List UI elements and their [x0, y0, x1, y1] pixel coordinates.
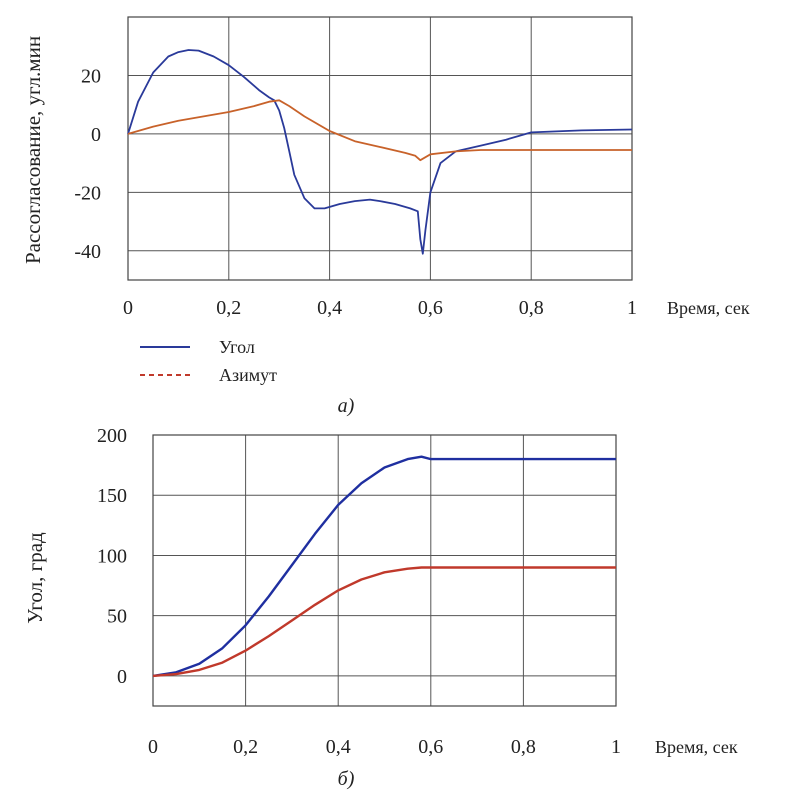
chart-a-lines	[127, 49, 633, 255]
a-y-tick-label: 0	[91, 124, 101, 146]
b-y-tick-label: 50	[107, 606, 127, 628]
b-x-tick-label: 1	[611, 736, 621, 758]
a-y-tick-label: 20	[81, 65, 101, 87]
chart-a-caption: а)	[338, 395, 355, 417]
a-x-tick-label: 1	[627, 297, 637, 319]
chart-b-grid	[152, 434, 617, 707]
b-x-tick-label: 0,8	[511, 736, 536, 758]
chart-b-y-axis-label: Угол, град	[23, 532, 47, 624]
chart-a: 0 0,2 0,4 0,6 0,8 1 -40 -20 0 20 Рассогласование,…	[21, 16, 750, 417]
chart-b: 0 0,2 0,4 0,6 0,8 1 0 50 100 150 200 Угол, град Вр…	[23, 425, 738, 790]
a-x-tick-label: 0	[123, 297, 133, 319]
a-x-tick-label: 0,6	[418, 297, 443, 319]
a-y-tick-label: -20	[74, 182, 101, 204]
chart-a-grid	[127, 16, 633, 281]
b-y-tick-label: 100	[97, 545, 127, 567]
b-series-line-0	[152, 455, 616, 678]
a-y-tick-label: -40	[74, 241, 101, 263]
b-x-tick-label: 0,6	[418, 736, 443, 758]
a-x-tick-label: 0,4	[317, 297, 342, 319]
b-x-tick-label: 0,2	[233, 736, 258, 758]
b-x-tick-label: 0	[148, 736, 158, 758]
b-x-tick-label: 0,4	[326, 736, 351, 758]
chart-a-legend: Угол Азимут	[140, 337, 277, 385]
b-series-line-1	[152, 566, 616, 678]
chart-b-x-axis-label: Время, сек	[655, 737, 738, 757]
chart-b-tick-labels: 0 0,2 0,4 0,6 0,8 1 0 50 100 150 200	[97, 425, 621, 758]
legend-label-ugol: Угол	[219, 337, 255, 357]
b-y-tick-label: 0	[117, 666, 127, 688]
b-y-tick-label: 150	[97, 485, 127, 507]
chart-a-tick-labels: 0 0,2 0,4 0,6 0,8 1 -40 -20 0 20	[74, 65, 637, 319]
a-series-line-1	[127, 99, 632, 162]
a-series-line-0	[127, 49, 633, 255]
a-plot-frame	[127, 16, 633, 281]
chart-b-caption: б)	[338, 768, 355, 790]
a-x-tick-label: 0,8	[519, 297, 544, 319]
chart-a-y-axis-label: Рассогласование, угл.мин	[21, 36, 45, 264]
chart-a-x-axis-label: Время, сек	[667, 298, 750, 318]
a-x-tick-label: 0,2	[216, 297, 241, 319]
b-y-tick-label: 200	[97, 425, 127, 447]
chart-b-lines	[152, 455, 616, 678]
legend-label-azimut: Азимут	[219, 365, 277, 385]
b-plot-frame	[152, 434, 617, 707]
